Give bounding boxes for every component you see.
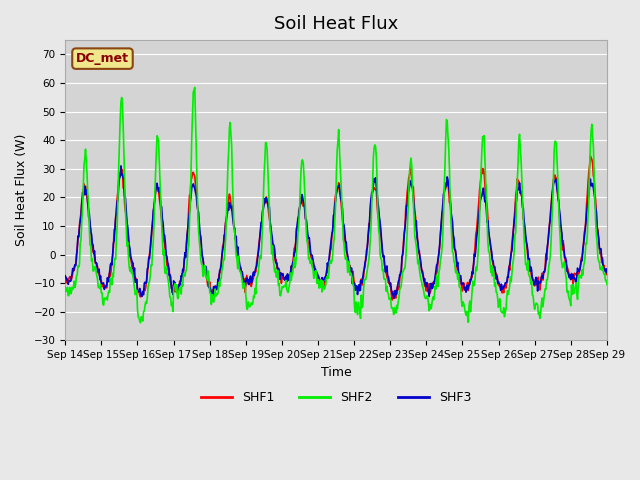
SHF1 [211,293,218,299]
SHF3 [182,242,190,248]
SHF1 [182,250,189,256]
SHF3 [390,295,397,301]
SHF1 [127,256,134,262]
SHF2 [71,285,79,290]
SHF3 [117,163,125,169]
SHF3 [603,270,611,276]
SHF3 [419,273,427,278]
SHF3 [61,273,69,279]
SHF2 [403,228,411,234]
SHF2 [127,264,134,270]
SHF3 [403,203,411,209]
SHF2 [191,84,198,90]
SHF1 [403,199,410,205]
Line: SHF1: SHF1 [65,156,607,300]
Y-axis label: Soil Heat Flux (W): Soil Heat Flux (W) [15,134,28,246]
SHF2 [419,285,427,290]
Line: SHF3: SHF3 [65,166,607,298]
Line: SHF2: SHF2 [65,87,607,323]
SHF2 [182,267,190,273]
SHF1 [388,297,396,303]
SHF1 [603,272,611,277]
SHF2 [603,282,611,288]
SHF3 [71,262,79,267]
SHF1 [586,153,594,159]
Legend: SHF1, SHF2, SHF3: SHF1, SHF2, SHF3 [196,386,477,409]
X-axis label: Time: Time [321,366,351,379]
SHF1 [61,273,69,278]
SHF2 [212,293,220,299]
SHF1 [71,263,79,269]
SHF1 [419,267,426,273]
SHF2 [137,320,145,325]
Text: DC_met: DC_met [76,52,129,65]
SHF3 [211,284,219,289]
Title: Soil Heat Flux: Soil Heat Flux [274,15,398,33]
SHF3 [127,256,135,262]
SHF2 [61,284,69,290]
